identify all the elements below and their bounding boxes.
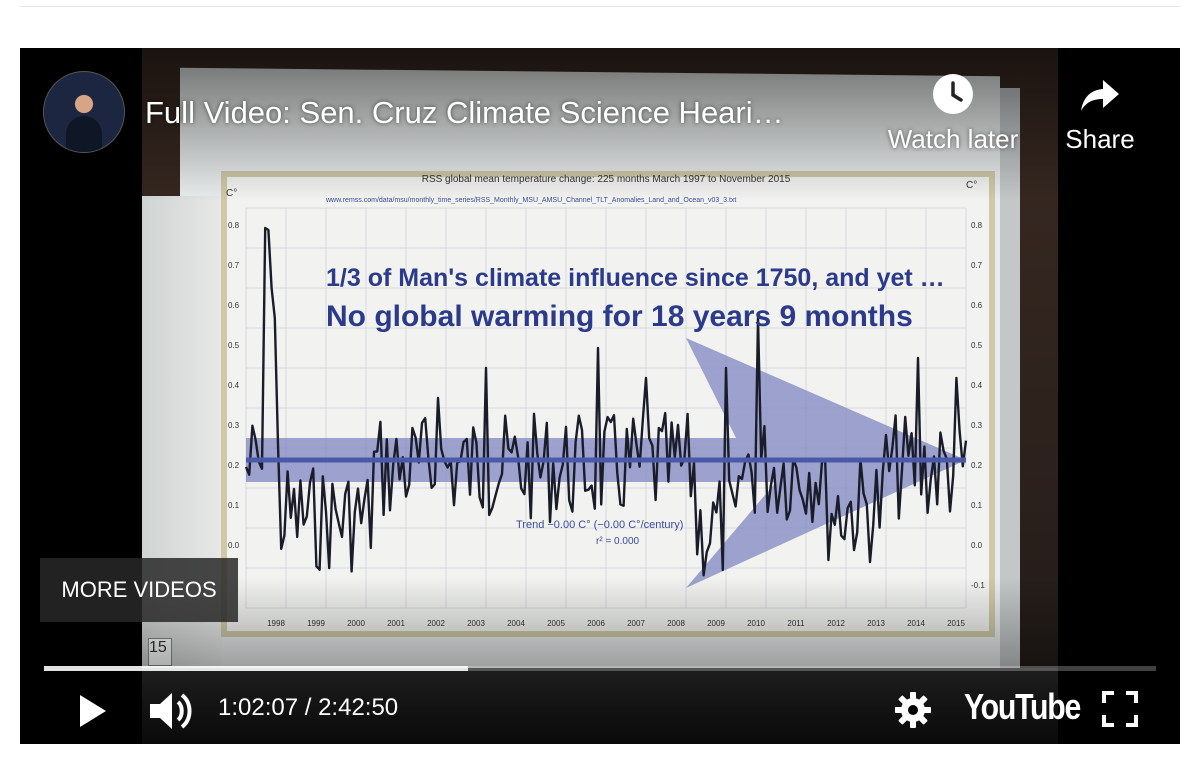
watch-later-button[interactable]: Watch later — [882, 74, 1024, 155]
side-panel-sign: 15 — [148, 638, 172, 666]
year-tick-label: 2013 — [867, 619, 885, 628]
left-tick-label: 0.2 — [228, 461, 240, 470]
trend-label: Trend −0.00 C° (−0.00 C°/century) — [516, 519, 683, 531]
right-tick-label: -0.1 — [971, 581, 985, 590]
year-tick-label: 2010 — [747, 619, 765, 628]
year-tick-label: 2015 — [947, 619, 965, 628]
right-tick-label: 0.5 — [971, 341, 983, 350]
right-tick-label: 0.6 — [971, 301, 983, 310]
left-tick-label: 0.6 — [228, 301, 240, 310]
progress-bar-played — [44, 666, 468, 671]
poster-chart: RSS global mean temperature change: 225 … — [221, 171, 995, 637]
year-tick-label: 2006 — [587, 619, 605, 628]
left-tick-label: 0.0 — [228, 541, 240, 550]
video-title[interactable]: Full Video: Sen. Cruz Climate Science He… — [145, 95, 784, 130]
gear-icon[interactable] — [894, 691, 932, 729]
right-tick-label: 0.8 — [971, 221, 983, 230]
left-tick-label: 0.1 — [228, 501, 240, 510]
progress-bar[interactable] — [44, 666, 1156, 671]
share-arrow-icon — [1081, 80, 1119, 111]
year-tick-label: 2002 — [427, 619, 445, 628]
year-tick-label: 2011 — [787, 619, 805, 628]
year-tick-label: 1999 — [307, 619, 325, 628]
year-tick-label: 2004 — [507, 619, 525, 628]
right-tick-label: 0.7 — [971, 261, 983, 270]
headline-line-2: No global warming for 18 years 9 months — [326, 300, 913, 333]
right-unit-label: C° — [966, 180, 977, 191]
r-squared-label: r² = 0.000 — [596, 536, 640, 547]
chart-title-text: RSS global mean temperature change: 225 … — [422, 174, 791, 185]
left-tick-label: 0.4 — [228, 381, 240, 390]
headline-line-1: 1/3 of Man's climate influence since 175… — [326, 264, 945, 292]
right-tick-label: 0.1 — [971, 501, 983, 510]
clock-icon — [933, 74, 973, 114]
more-videos-button[interactable]: MORE VIDEOS — [40, 558, 238, 622]
volume-icon[interactable] — [148, 689, 194, 733]
player-controls: 1:02:07 / 2:42:50 YouTube — [20, 678, 1180, 744]
left-tick-label: 0.5 — [228, 341, 240, 350]
year-tick-label: 2007 — [627, 619, 645, 628]
year-tick-label: 2001 — [387, 619, 405, 628]
share-label: Share — [1065, 124, 1135, 154]
left-tick-label: 0.3 — [228, 421, 240, 430]
left-unit-label: C° — [226, 188, 237, 199]
time-display: 1:02:07 / 2:42:50 — [218, 694, 399, 721]
year-tick-label: 1998 — [267, 619, 285, 628]
share-button[interactable]: Share — [1060, 74, 1140, 155]
year-tick-label: 2012 — [827, 619, 845, 628]
year-tick-label: 2005 — [547, 619, 565, 628]
channel-avatar[interactable] — [43, 71, 125, 153]
right-tick-label: 0.0 — [971, 541, 983, 550]
year-tick-label: 2000 — [347, 619, 365, 628]
right-tick-label: 0.4 — [971, 381, 983, 390]
fullscreen-icon[interactable] — [1102, 691, 1138, 727]
left-tick-label: 0.8 — [228, 221, 240, 230]
right-tick-label: 0.2 — [971, 461, 983, 470]
year-tick-label: 2003 — [467, 619, 485, 628]
video-player[interactable]: 15 RSS global mean temperature change: 2… — [20, 48, 1180, 744]
youtube-logo[interactable]: YouTube — [964, 686, 1081, 727]
year-tick-label: 2009 — [707, 619, 725, 628]
play-icon[interactable] — [72, 691, 112, 731]
left-tick-label: 0.7 — [228, 261, 240, 270]
right-tick-label: 0.3 — [971, 421, 983, 430]
year-tick-label: 2014 — [907, 619, 925, 628]
year-tick-label: 2008 — [667, 619, 685, 628]
top-divider — [20, 6, 1180, 7]
watch-later-label: Watch later — [887, 124, 1019, 154]
source-text: www.remss.com/data/msu/monthly_time_seri… — [325, 197, 736, 204]
